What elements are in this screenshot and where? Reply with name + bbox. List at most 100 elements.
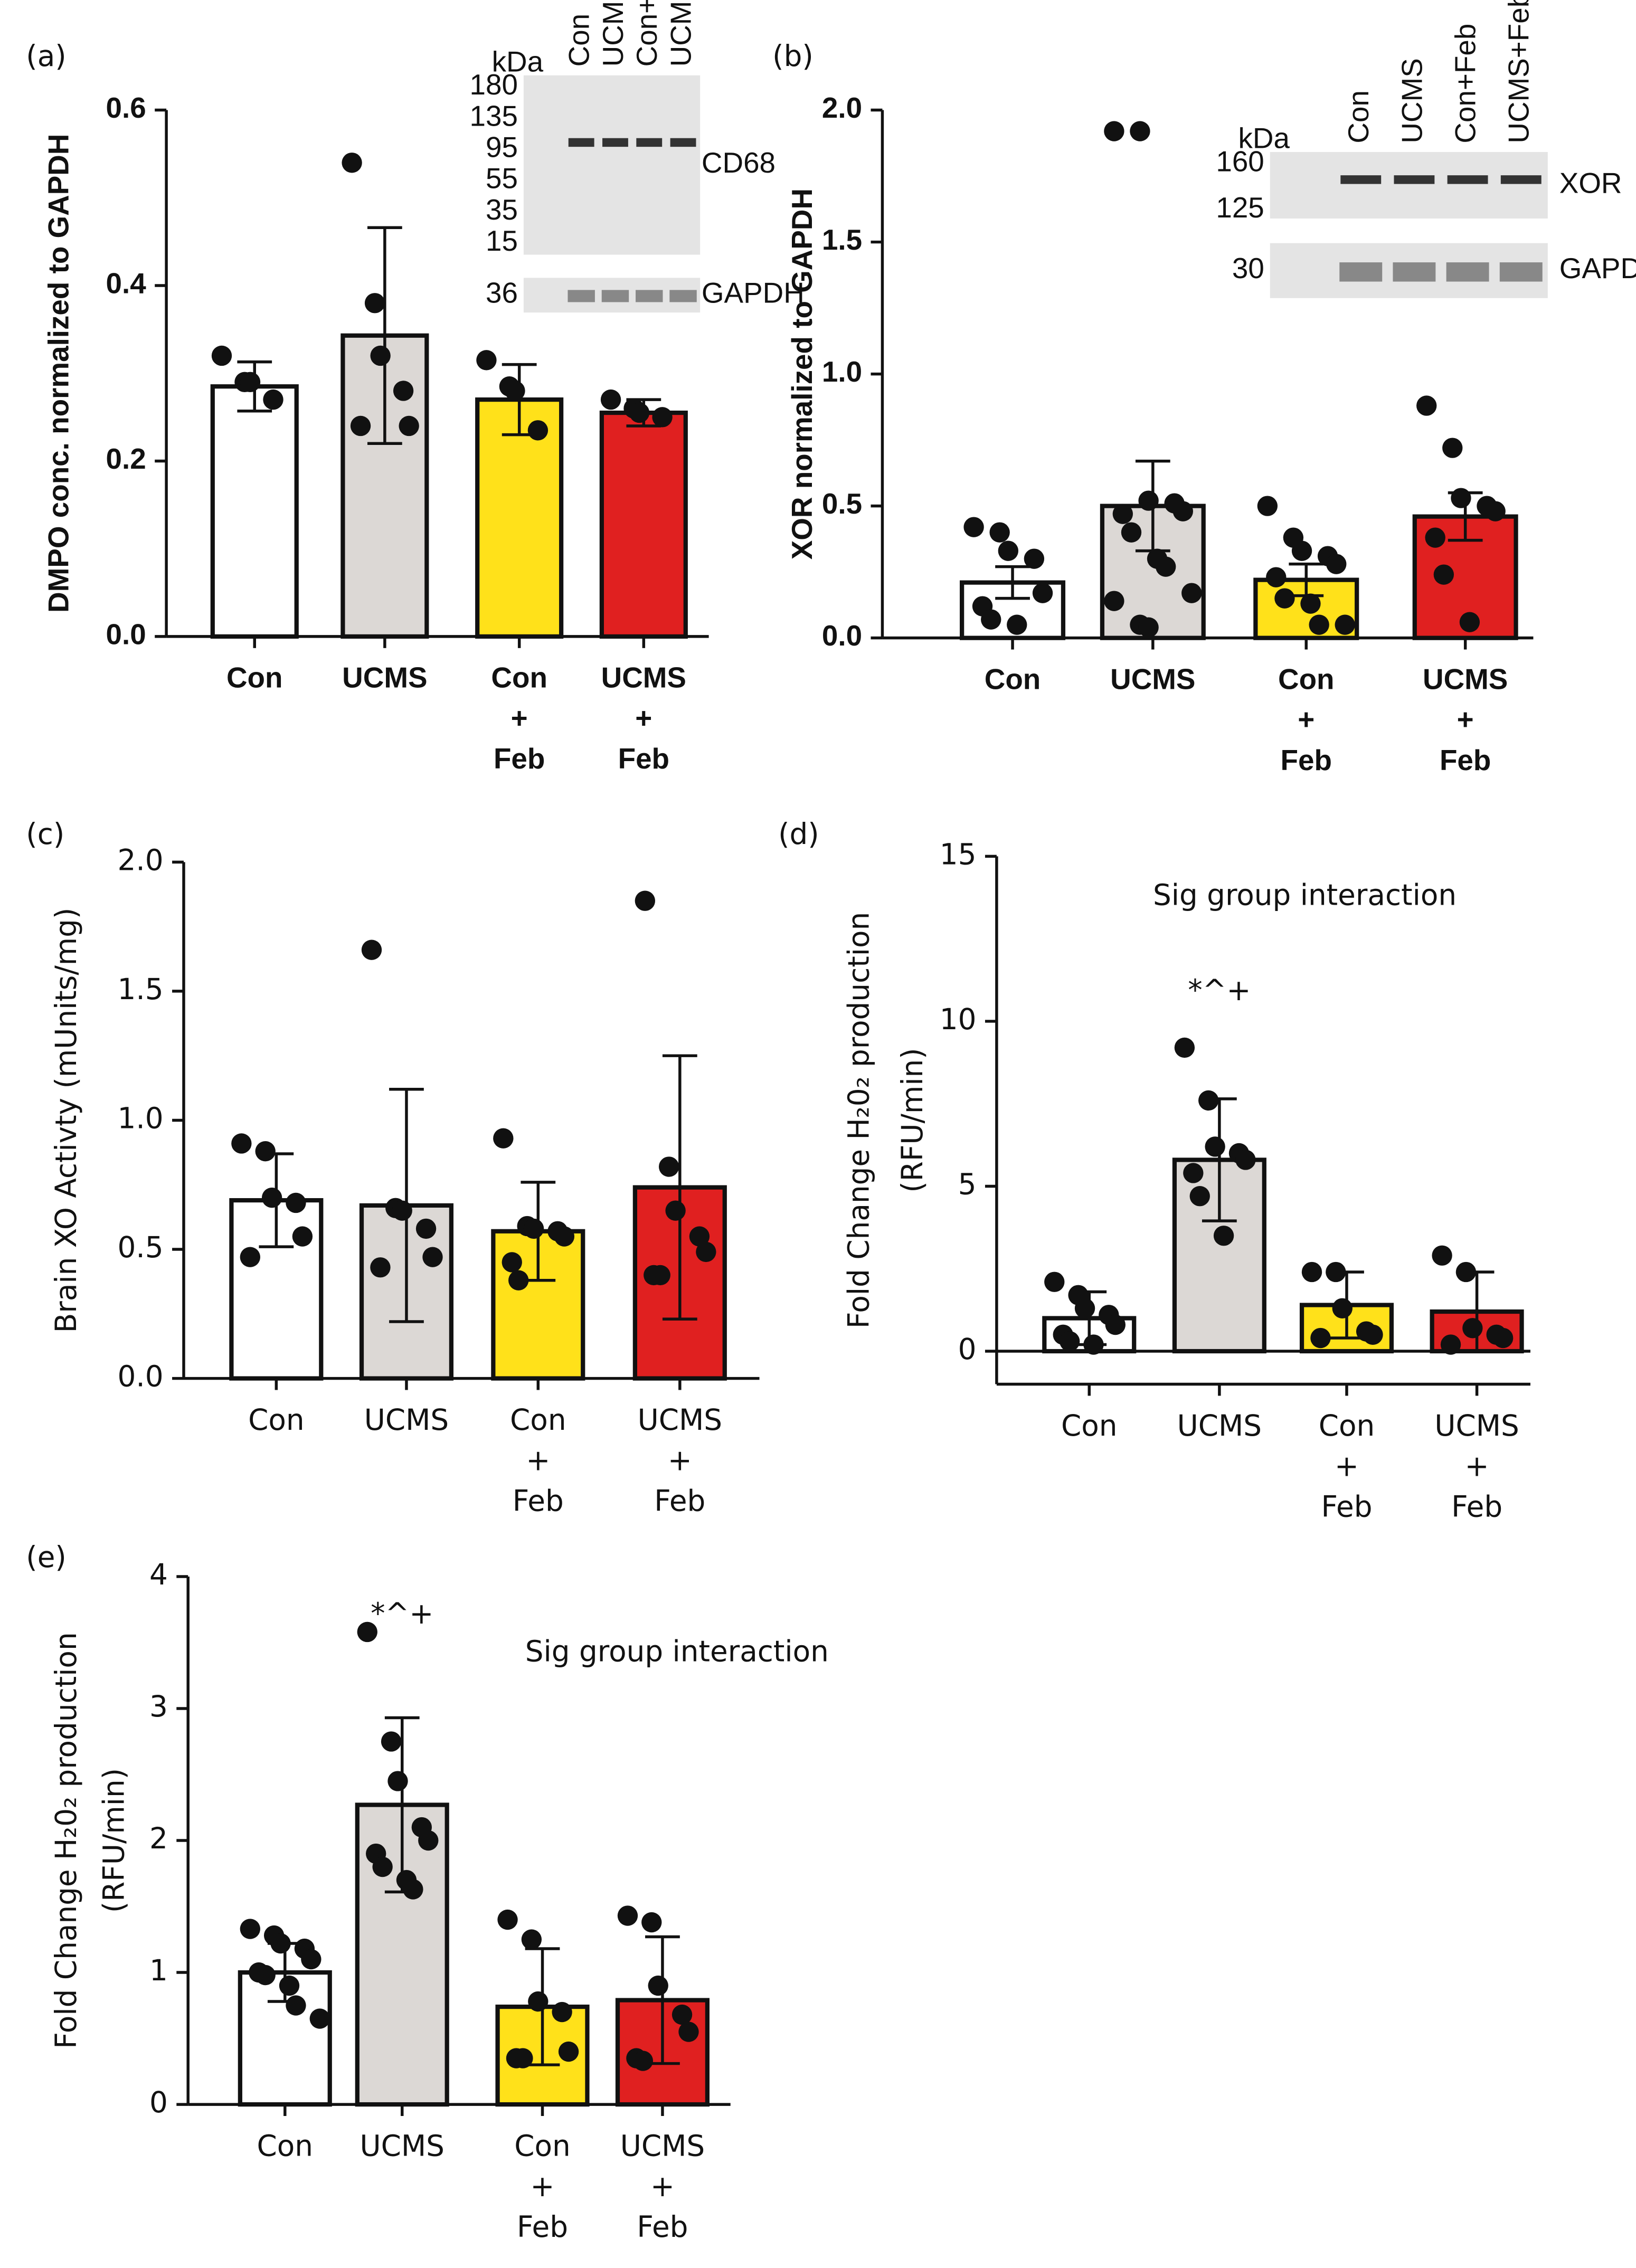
bar [599, 410, 688, 639]
data-point [286, 1995, 306, 2016]
marker-label: 95 [486, 131, 518, 164]
data-point [1432, 1245, 1452, 1266]
band [1394, 175, 1435, 184]
y-tick-label: 4 [149, 1558, 168, 1591]
x-tick-label: Feb [618, 742, 669, 775]
marker-label: 135 [470, 99, 518, 132]
data-point [1189, 1186, 1210, 1207]
annotation: *^+ [1188, 973, 1251, 1007]
marker-label: 35 [486, 193, 518, 226]
y-axis-label: (RFU/min) [97, 1768, 130, 1913]
band [1339, 262, 1383, 282]
y-tick-label: 0.4 [106, 267, 147, 299]
data-point [981, 609, 1001, 630]
data-point [1104, 591, 1124, 611]
data-point [1274, 588, 1295, 609]
data-point [1183, 1163, 1204, 1183]
data-point [1112, 504, 1133, 524]
data-point [261, 1188, 282, 1208]
data-point [1332, 1298, 1353, 1318]
band [1340, 175, 1382, 184]
y-tick-label: 10 [940, 1002, 977, 1036]
x-tick-label: UCMS [1423, 662, 1508, 695]
lane-label: Con [1342, 90, 1375, 144]
data-point [370, 345, 391, 366]
x-tick-label: + [511, 701, 528, 734]
data-point [476, 350, 497, 371]
data-point [1181, 583, 1202, 603]
data-point [1105, 1314, 1126, 1335]
data-point [1059, 1331, 1080, 1352]
x-tick-label: + [531, 2169, 555, 2203]
marker-label: 30 [1232, 252, 1264, 284]
x-tick-label: + [668, 1444, 692, 1477]
y-tick-label: 2.0 [822, 91, 862, 124]
y-tick-label: 1.5 [822, 223, 862, 256]
data-point [286, 1192, 306, 1213]
y-tick-label: 1.0 [822, 355, 862, 388]
data-point [381, 1731, 402, 1752]
data-point [1007, 614, 1027, 635]
data-point [523, 1218, 544, 1239]
data-point [263, 389, 283, 410]
data-point [1485, 501, 1506, 521]
unit-label: kDa [492, 45, 544, 78]
data-point [998, 540, 1018, 561]
x-tick-label: UCMS [638, 1403, 722, 1437]
data-point [1326, 1261, 1346, 1283]
data-point [1363, 1324, 1383, 1345]
x-tick-label: + [1335, 1449, 1359, 1483]
band [670, 138, 696, 147]
data-point [399, 415, 419, 436]
x-tick-label: Con [491, 661, 547, 694]
data-point [279, 1975, 300, 1996]
data-point [1235, 1150, 1256, 1170]
data-point [292, 1226, 313, 1247]
data-point [1156, 556, 1176, 577]
band [1393, 262, 1436, 282]
x-tick-label: Feb [1321, 1489, 1372, 1523]
x-tick-label: Con [1319, 1409, 1375, 1443]
y-tick-label: 15 [940, 838, 977, 871]
data-point [1309, 614, 1329, 635]
data-point [387, 1771, 408, 1791]
target-label: GAPDH [1559, 252, 1636, 284]
marker-label: 36 [486, 277, 518, 309]
data-point [1492, 1327, 1514, 1349]
y-tick-label: 2.0 [117, 843, 163, 877]
x-tick-label: Feb [513, 1484, 564, 1517]
band [568, 138, 594, 147]
x-tick-label: Feb [517, 2210, 568, 2244]
x-tick-label: Con [226, 661, 283, 694]
band [1500, 175, 1542, 184]
x-tick-label: Feb [654, 1484, 705, 1517]
y-tick-label: 5 [958, 1168, 977, 1201]
y-tick-label: 3 [149, 1690, 168, 1723]
data-point [255, 1965, 276, 1986]
data-point [393, 381, 414, 401]
band [1446, 262, 1489, 282]
data-point [1032, 583, 1053, 603]
data-point [1024, 548, 1045, 569]
x-tick-label: Feb [494, 742, 545, 775]
panel: (c) Brain XO Activty (mUnits/mg) 0.0 0.5 1.0… [26, 817, 760, 1517]
data-point [357, 1621, 377, 1643]
lane-label: Con+Feb [1449, 24, 1482, 144]
data-point [989, 522, 1010, 543]
y-tick-label: 0.0 [822, 619, 862, 652]
panel-label: (c) [26, 817, 64, 851]
y-axis-label: XOR normalized to GAPDH [786, 188, 818, 559]
data-point [1138, 617, 1159, 638]
y-tick-label: 1 [149, 1953, 168, 1987]
x-tick-label: UCMS [360, 2129, 445, 2162]
data-point [1300, 593, 1321, 614]
data-point [1440, 1334, 1461, 1355]
data-point [240, 1247, 260, 1267]
band [601, 290, 629, 302]
x-tick-label: + [635, 701, 652, 734]
y-axis-label: Brain XO Activty (mUnits/mg) [49, 908, 83, 1333]
target-label: XOR [1559, 166, 1622, 199]
data-point [418, 1830, 439, 1851]
data-point [1138, 490, 1159, 511]
